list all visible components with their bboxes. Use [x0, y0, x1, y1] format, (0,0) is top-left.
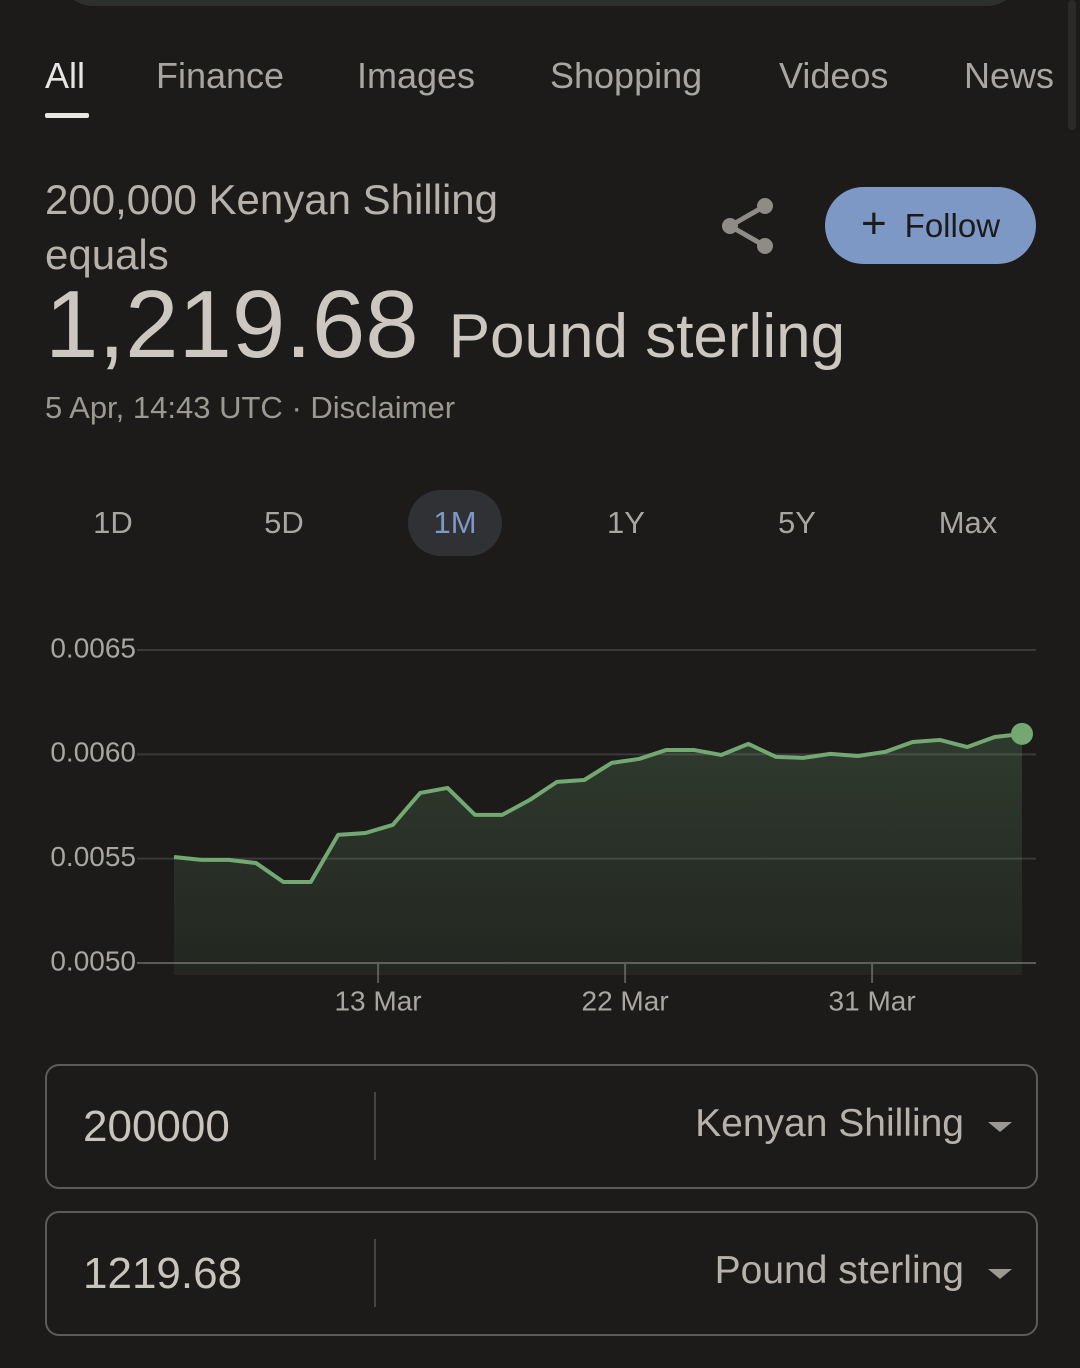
currency-select[interactable]: Kenyan Shilling — [695, 1102, 964, 1145]
from-text: 200,000 Kenyan Shilling equals — [45, 176, 499, 278]
timestamp: 5 Apr, 14:43 UTC — [45, 390, 283, 425]
currency-select[interactable]: Pound sterling — [714, 1249, 964, 1292]
x-tick-label: 13 Mar — [334, 985, 421, 1016]
range-button[interactable]: 5D — [264, 505, 304, 540]
follow-button[interactable]: + Follow — [825, 187, 1036, 264]
y-tick-label: 0.0055 — [50, 841, 136, 872]
range-button[interactable]: 1M — [408, 490, 502, 556]
range-button[interactable]: Max — [938, 505, 998, 540]
range-button[interactable]: 5Y — [778, 505, 816, 540]
amount-input[interactable]: 200000 — [83, 1102, 230, 1151]
plus-icon: + — [860, 198, 887, 248]
tab[interactable]: Shopping — [550, 55, 703, 96]
tab[interactable]: News — [964, 55, 1055, 96]
scrollbar — [1068, 0, 1076, 130]
dropdown-caret[interactable] — [988, 1122, 1012, 1132]
last-point — [1011, 722, 1033, 745]
area — [174, 733, 1022, 975]
converter-row: 200000 Kenyan Shilling — [45, 1064, 1038, 1189]
line — [173, 731, 1023, 885]
to-amount: 1,219.68 — [45, 271, 419, 378]
range-button[interactable]: 1Y — [607, 505, 645, 540]
separator: · — [291, 390, 302, 425]
tab[interactable]: All — [45, 55, 86, 96]
y-tick-label: 0.0050 — [50, 945, 136, 976]
to-currency: Pound sterling — [448, 302, 846, 371]
converter-row: 1219.68 Pound sterling — [45, 1211, 1038, 1336]
divider — [374, 1239, 376, 1307]
disclaimer[interactable]: Disclaimer — [310, 390, 456, 425]
chart: 0.0050 0.0055 0.0060 0.0065 13 Mar 22 Mar 31 M… — [50, 632, 1036, 1016]
share-icon[interactable] — [720, 196, 776, 256]
range-button[interactable]: 1D — [93, 505, 133, 540]
y-tick-label: 0.0060 — [50, 737, 136, 768]
tab[interactable]: Images — [357, 55, 476, 96]
tab[interactable]: Finance — [156, 55, 285, 96]
dropdown-caret[interactable] — [988, 1269, 1012, 1279]
tab[interactable]: Videos — [779, 55, 889, 96]
follow-label: Follow — [904, 206, 1001, 244]
x-tick-label: 22 Mar — [582, 985, 669, 1016]
tab-underline — [45, 113, 89, 118]
timestamp-line: 5 Apr, 14:43 UTC · Disclaimer — [45, 390, 455, 426]
search-bar[interactable] — [60, 0, 1020, 6]
amount-input[interactable]: 1219.68 — [83, 1249, 243, 1298]
y-tick-label: 0.0065 — [50, 632, 136, 663]
x-tick-label: 31 Mar — [829, 985, 916, 1016]
divider — [374, 1092, 376, 1160]
result-line: 1,219.68 Pound sterling — [45, 270, 845, 380]
